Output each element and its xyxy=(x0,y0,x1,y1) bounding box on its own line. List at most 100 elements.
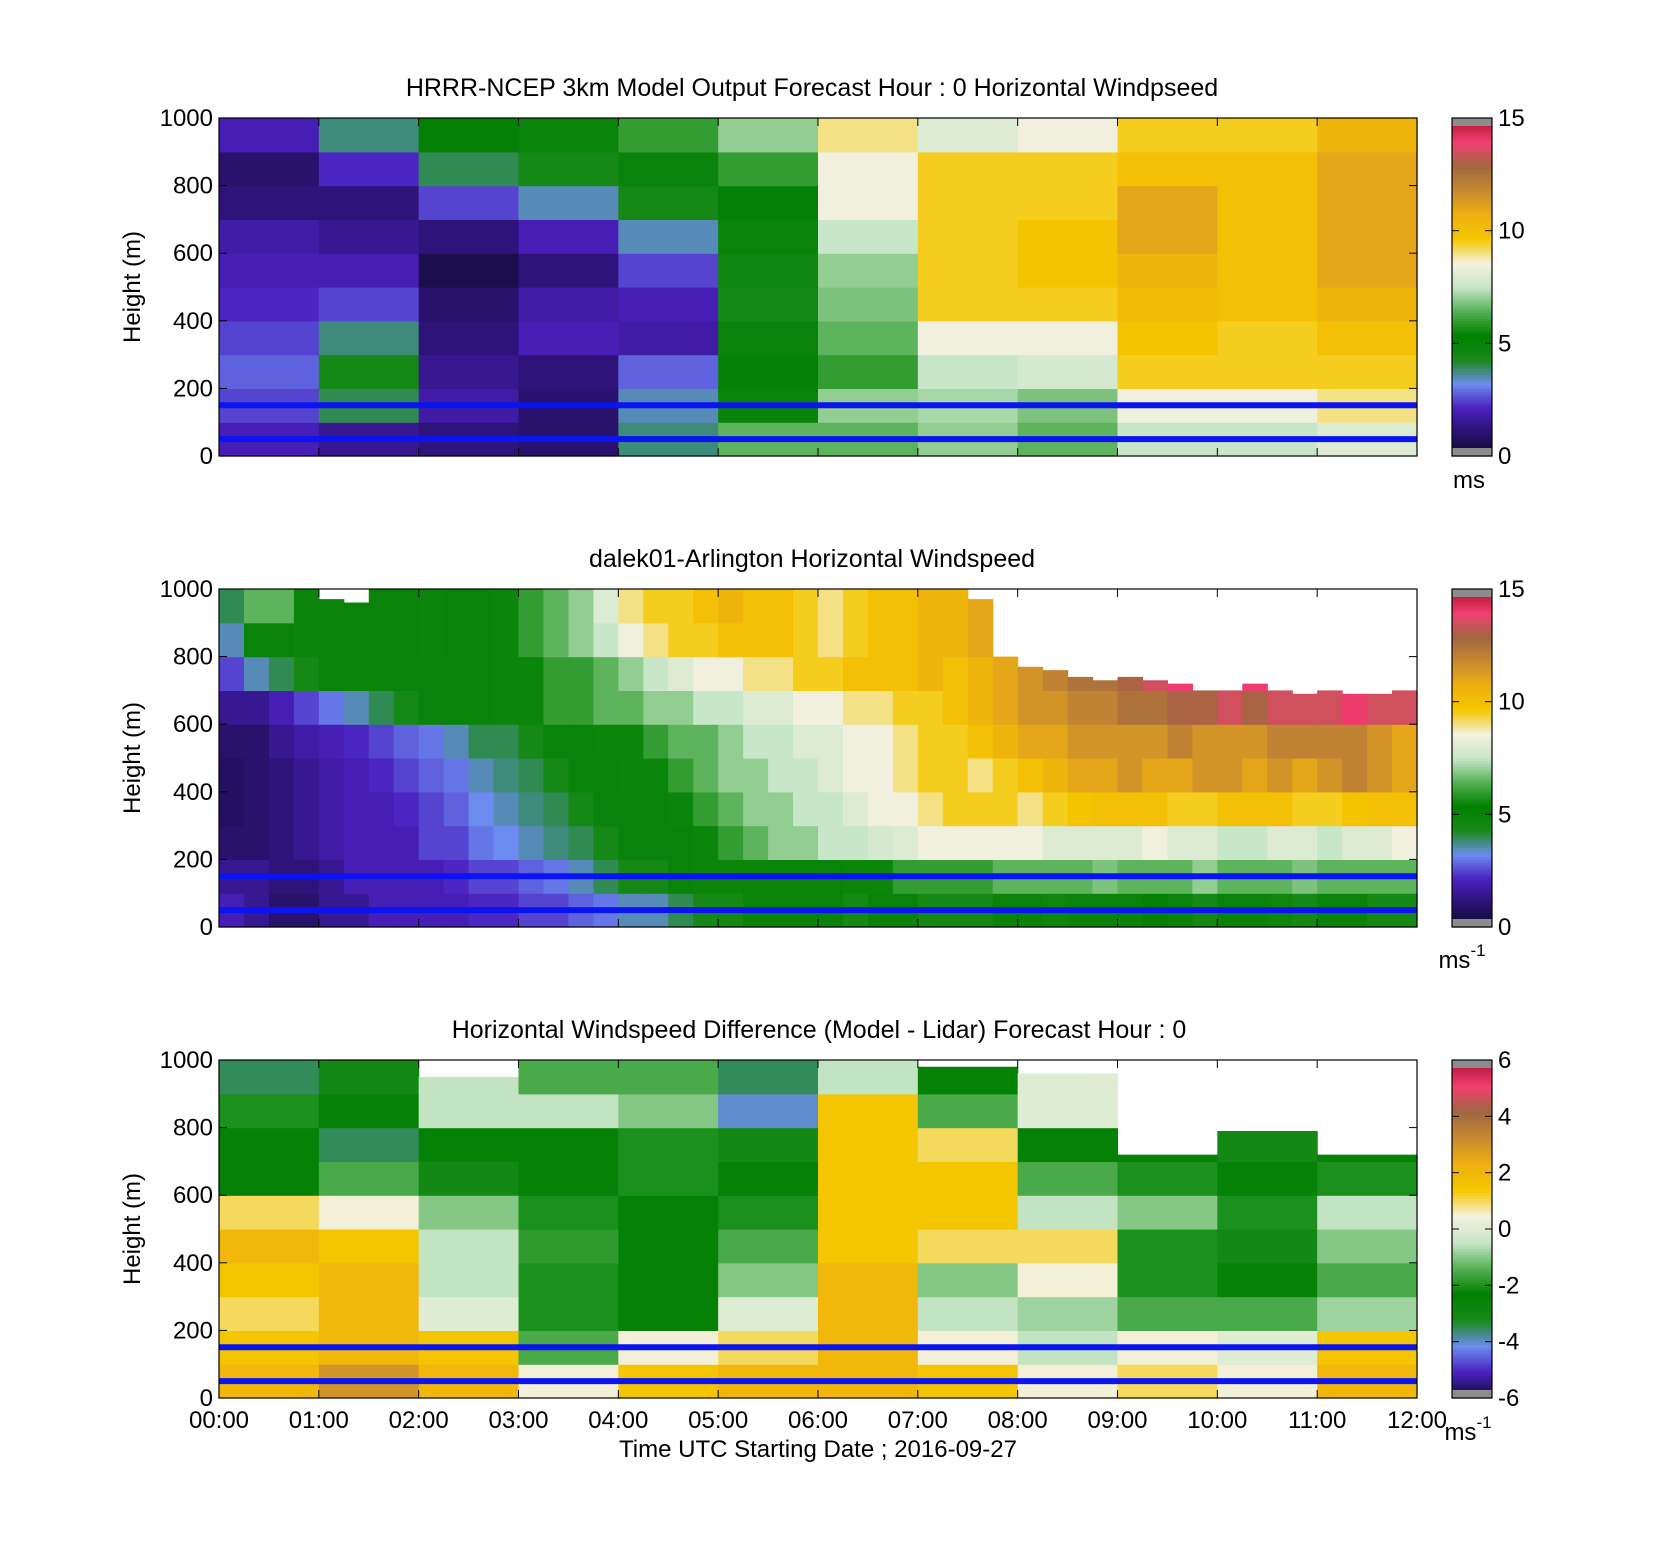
heatmap-cell xyxy=(493,589,520,624)
colorbar-segment xyxy=(1452,608,1492,613)
colorbar-segment xyxy=(1452,1231,1492,1236)
heatmap-cell xyxy=(1042,825,1069,860)
heatmap-cell xyxy=(293,589,320,624)
heatmap-cell xyxy=(668,690,694,725)
colorbar-segment xyxy=(1452,148,1492,153)
heatmap-cell xyxy=(568,825,594,860)
heatmap-cell xyxy=(668,825,694,860)
heatmap-cell xyxy=(1192,690,1218,725)
heatmap-cell xyxy=(1192,724,1218,759)
colorbar-segment xyxy=(1452,374,1492,378)
colorbar-segment xyxy=(1452,295,1492,299)
colorbar-segment xyxy=(1452,636,1492,641)
colorbar-segment xyxy=(1452,301,1492,305)
colorbar-tick-label: -2 xyxy=(1498,1272,1519,1299)
panel-difference: Horizontal Windspeed Difference (Model -… xyxy=(119,1016,1519,1463)
colorbar-segment xyxy=(1452,749,1492,753)
colorbar-segment xyxy=(1452,876,1492,880)
colorbar-tick-label: 4 xyxy=(1498,1103,1511,1130)
heatmap-cell xyxy=(568,724,594,759)
ytick-label: 0 xyxy=(200,1385,213,1412)
xtick-label: 09:00 xyxy=(1087,1407,1147,1434)
heatmap-cell xyxy=(1317,354,1418,389)
heatmap-cell xyxy=(618,656,644,691)
colorbar-under-segment xyxy=(1452,448,1492,456)
colorbar-segment xyxy=(1452,312,1492,316)
colorbar-segment xyxy=(1452,298,1492,302)
heatmap-cell xyxy=(917,690,944,725)
heatmap-cell xyxy=(1317,1296,1418,1331)
heatmap-cell xyxy=(418,118,520,153)
colorbar-segment xyxy=(1452,151,1492,156)
heatmap-cell xyxy=(268,690,295,725)
heatmap-cell xyxy=(818,1229,919,1264)
heatmap-cell xyxy=(892,656,919,691)
heatmap-cell xyxy=(568,791,594,827)
xtick-label: 07:00 xyxy=(888,1407,948,1434)
heatmap-cell xyxy=(219,287,320,322)
heatmap-cell xyxy=(368,724,395,759)
panel-difference-xticks: 00:00 01:00 02:00 03:00 04:00 05:00 06:00 07:00… xyxy=(189,1060,1447,1434)
heatmap-cell xyxy=(1017,1296,1119,1331)
heatmap-cell xyxy=(743,758,769,793)
ytick-label: 600 xyxy=(173,1182,213,1209)
heatmap-cell xyxy=(892,825,919,860)
heatmap-cell xyxy=(668,589,694,624)
heatmap-cell xyxy=(718,219,819,254)
colorbar-segment xyxy=(1452,746,1492,751)
heatmap-cell xyxy=(1067,758,1094,793)
heatmap-cell xyxy=(718,1296,819,1331)
heatmap-cell xyxy=(1317,1262,1418,1298)
colorbar-segment xyxy=(1452,1282,1492,1286)
colorbar-segment xyxy=(1452,1144,1492,1148)
colorbar-segment xyxy=(1452,667,1492,672)
ytick-label: 800 xyxy=(173,644,213,671)
colorbar-segment xyxy=(1452,786,1492,790)
heatmap-cell xyxy=(618,1229,719,1264)
heatmap-cell xyxy=(992,656,1019,691)
heatmap-cell xyxy=(1117,354,1218,389)
heatmap-cell xyxy=(867,791,894,827)
heatmap-cell xyxy=(443,724,470,759)
heatmap-cell xyxy=(718,690,744,725)
panel-difference-unit: ms-1 xyxy=(1444,1413,1491,1446)
heatmap-cell xyxy=(493,791,520,827)
heatmap-cell xyxy=(818,1296,919,1331)
colorbar-segment xyxy=(1452,1158,1492,1162)
colorbar-segment xyxy=(1452,441,1492,446)
colorbar-segment xyxy=(1452,780,1492,784)
heatmap-cell xyxy=(917,724,944,759)
colorbar-segment xyxy=(1452,439,1492,443)
heatmap-cell xyxy=(1367,791,1393,827)
heatmap-cell xyxy=(318,791,345,827)
colorbar-segment xyxy=(1452,408,1492,412)
heatmap-cell xyxy=(1167,724,1193,759)
heatmap-cell xyxy=(293,791,320,827)
heatmap-cell xyxy=(219,354,320,389)
heatmap-cell xyxy=(818,151,919,187)
heatmap-cell xyxy=(942,724,969,759)
colorbar-segment xyxy=(1452,317,1492,322)
heatmap-cell xyxy=(1367,825,1393,860)
heatmap-cell xyxy=(1317,1154,1418,1162)
heatmap-cell xyxy=(468,724,495,759)
panel-model-xticks xyxy=(218,118,1418,456)
panel-difference-unit-base: ms xyxy=(1444,1419,1476,1446)
colorbar-segment xyxy=(1452,842,1492,846)
colorbar-segment xyxy=(1452,758,1492,762)
colorbar-tick-label: 6 xyxy=(1498,1047,1511,1074)
colorbar-segment xyxy=(1452,1316,1492,1320)
colorbar-segment xyxy=(1452,681,1492,686)
heatmap-cell xyxy=(618,185,719,220)
heatmap-cell xyxy=(1317,118,1418,153)
heatmap-cell xyxy=(1017,666,1044,691)
heatmap-cell xyxy=(1117,253,1218,288)
heatmap-cell xyxy=(568,622,594,658)
colorbar-segment xyxy=(1452,831,1492,835)
heatmap-cell xyxy=(219,1161,320,1196)
heatmap-cell xyxy=(643,758,669,793)
heatmap-cell xyxy=(518,589,545,624)
heatmap-cell xyxy=(867,589,894,624)
heatmap-cell xyxy=(268,589,295,624)
